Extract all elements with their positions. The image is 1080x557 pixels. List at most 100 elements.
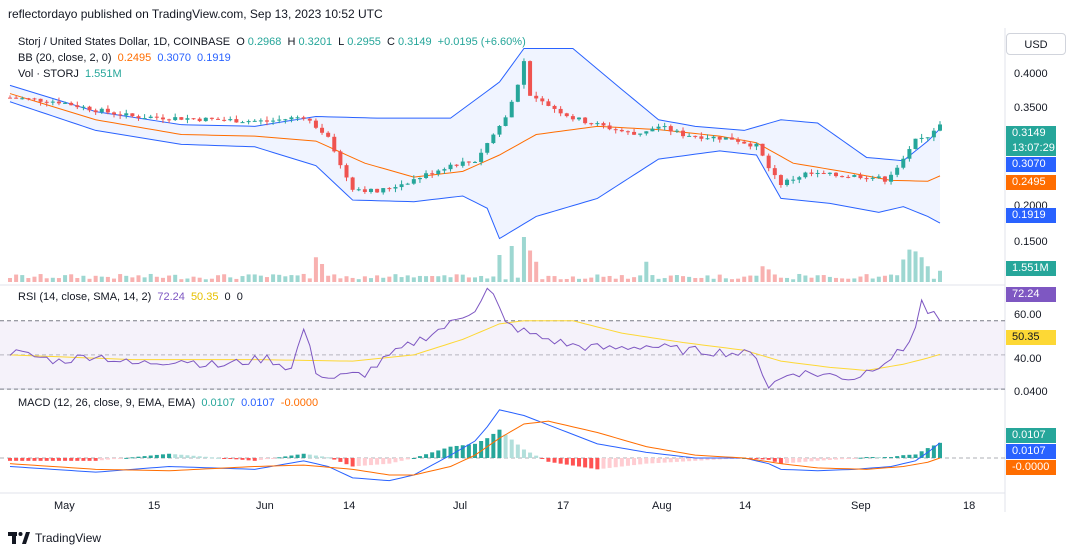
macd-hist-bar xyxy=(228,458,233,459)
volume-bar xyxy=(8,277,12,282)
candle-body xyxy=(344,165,349,178)
candle-body xyxy=(105,108,110,113)
volume-bar xyxy=(827,276,832,282)
candle-body xyxy=(283,119,288,121)
volume-bar xyxy=(56,278,61,282)
candle-body xyxy=(821,172,826,174)
candle-body xyxy=(75,105,80,108)
bb-upper-line xyxy=(9,47,941,162)
macd-hist-bar xyxy=(167,453,172,458)
macd-hist-bar xyxy=(50,458,55,461)
legend-main: Storj / United States Dollar, 1D, COINBA… xyxy=(18,36,529,48)
time-label-aug: Aug xyxy=(652,500,672,512)
candle-body xyxy=(534,95,539,99)
macd-hist-bar xyxy=(681,458,686,462)
volume-bar xyxy=(521,237,526,282)
volume-bar xyxy=(160,277,165,282)
volume-bar xyxy=(938,270,942,282)
price-tick-1: 0.3500 xyxy=(1014,102,1048,114)
candle-body xyxy=(687,135,692,137)
legend-vol: Vol · STORJ 1.551M xyxy=(18,68,125,80)
candle-body xyxy=(99,108,104,113)
macd-hist-bar xyxy=(497,429,502,458)
rsi-tick-40: 40.00 xyxy=(1014,353,1042,365)
macd-hist-bar xyxy=(662,458,667,463)
volume-bar xyxy=(417,275,422,282)
candle-body xyxy=(448,164,453,170)
macd-hist-bar xyxy=(417,456,422,458)
candle-body xyxy=(864,178,869,180)
macd-hist-bar xyxy=(20,458,25,461)
legend-high: 0.3201 xyxy=(298,36,333,48)
candle-body xyxy=(264,120,269,122)
macd-hist-bar xyxy=(142,456,147,458)
candle-body xyxy=(118,114,123,116)
macd-hist-bar xyxy=(368,458,373,466)
macd-hist-bar xyxy=(387,458,392,464)
volume-bar xyxy=(644,261,649,282)
volume-bar xyxy=(93,275,98,282)
volume-bar xyxy=(473,277,477,282)
macd-hist-bar xyxy=(350,458,355,467)
volume-bar xyxy=(852,278,857,282)
volume-bar xyxy=(583,278,588,282)
candle-body xyxy=(815,172,820,174)
volume-bar xyxy=(528,250,533,282)
macd-hist-bar xyxy=(197,456,202,458)
volume-bar xyxy=(203,279,208,282)
macd-hist-bar xyxy=(907,454,912,458)
candle-body xyxy=(460,161,465,166)
candle-body xyxy=(699,136,704,139)
macd-hist-bar xyxy=(479,441,484,458)
candle-body xyxy=(326,132,331,137)
candle-body xyxy=(552,105,557,109)
macd-hist-bar xyxy=(448,446,453,458)
footer: TradingView xyxy=(8,531,101,545)
candle-body xyxy=(362,189,367,192)
volume-bar xyxy=(356,279,361,282)
candle-body xyxy=(595,123,600,125)
candle-body xyxy=(607,125,612,130)
volume-bar xyxy=(729,279,734,282)
candle-body xyxy=(742,141,747,144)
volume-bar xyxy=(901,259,906,282)
candle-body xyxy=(485,143,490,153)
volume-bar xyxy=(723,278,728,282)
volume-bar xyxy=(142,277,147,282)
volume-bar xyxy=(191,276,196,282)
publisher-header: reflectordayo published on TradingView.c… xyxy=(8,7,383,21)
macd-hist-bar xyxy=(546,458,551,462)
candle-body xyxy=(442,169,447,171)
macd-hist-bar xyxy=(216,457,221,459)
volume-bar xyxy=(338,278,343,282)
volume-bar xyxy=(809,277,814,282)
candle-body xyxy=(258,120,263,122)
candle-body xyxy=(69,102,74,106)
candle-body xyxy=(515,84,520,102)
candle-body xyxy=(668,126,673,132)
macd-hist-bar xyxy=(112,458,117,460)
macd-hist-bar xyxy=(69,458,74,461)
volume-bar xyxy=(112,278,117,282)
candle-body xyxy=(277,119,282,121)
rsi-band xyxy=(0,320,1005,390)
macd-hist-bar xyxy=(136,456,141,458)
volume-bar xyxy=(295,275,300,282)
bb-basis-badge: 0.2495 xyxy=(1006,175,1056,190)
volume-bar xyxy=(833,277,838,282)
macd-hist-bar xyxy=(858,457,863,459)
candle-body xyxy=(356,189,361,191)
volume-bar xyxy=(436,276,441,282)
currency-button[interactable]: USD xyxy=(1006,33,1066,55)
candle-body xyxy=(63,102,68,104)
macd-hist-bar xyxy=(889,457,894,459)
macd-hist-bar xyxy=(931,445,936,458)
macd-hist-bar xyxy=(638,458,643,465)
volume-bar xyxy=(821,275,826,282)
macd-hist-bar xyxy=(595,458,600,470)
candle-body xyxy=(491,134,496,144)
candle-body xyxy=(179,117,184,120)
candle-body xyxy=(112,112,117,115)
macd-hist-bar xyxy=(234,458,239,460)
